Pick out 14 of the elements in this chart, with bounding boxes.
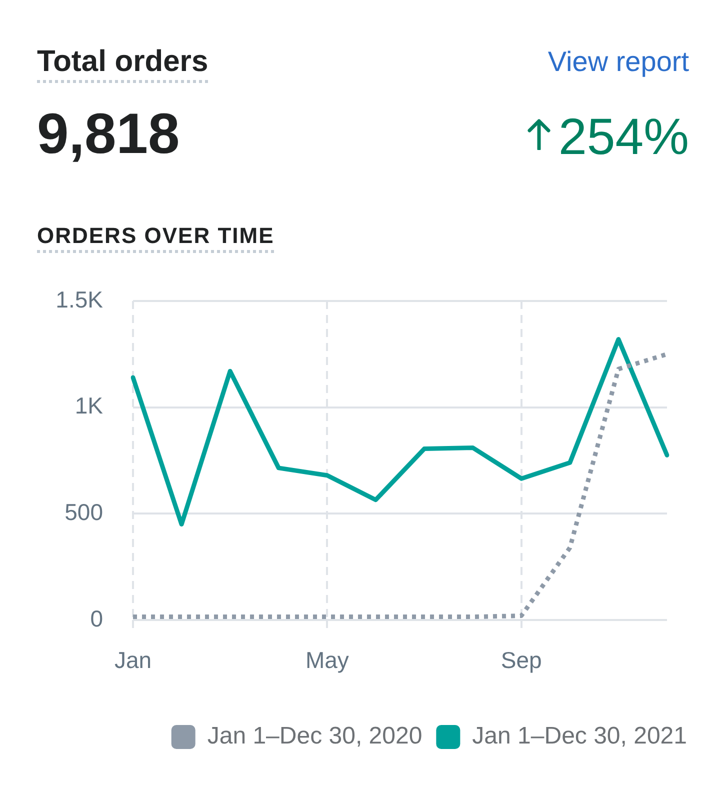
y-tick-label: 1K — [74, 392, 104, 419]
legend-label: Jan 1–Dec 30, 2021 — [472, 722, 687, 750]
x-tick-label: Sep — [500, 647, 542, 674]
text: View report — [548, 46, 689, 77]
x-tick-label: Jan — [114, 647, 152, 674]
legend-label: Jan 1–Dec 30, 2020 — [207, 722, 422, 750]
text: 9,818 — [37, 102, 180, 166]
x-tick-label: May — [305, 647, 350, 674]
y-tick-label: 500 — [64, 499, 103, 526]
chart-title: Total orders — [37, 45, 208, 83]
y-tick-label: 1.5K — [56, 286, 104, 312]
chart-subtitle: ORDERS OVER TIME — [37, 223, 274, 253]
text: 254% — [558, 108, 689, 165]
y-tick-label: 0 — [90, 605, 103, 632]
